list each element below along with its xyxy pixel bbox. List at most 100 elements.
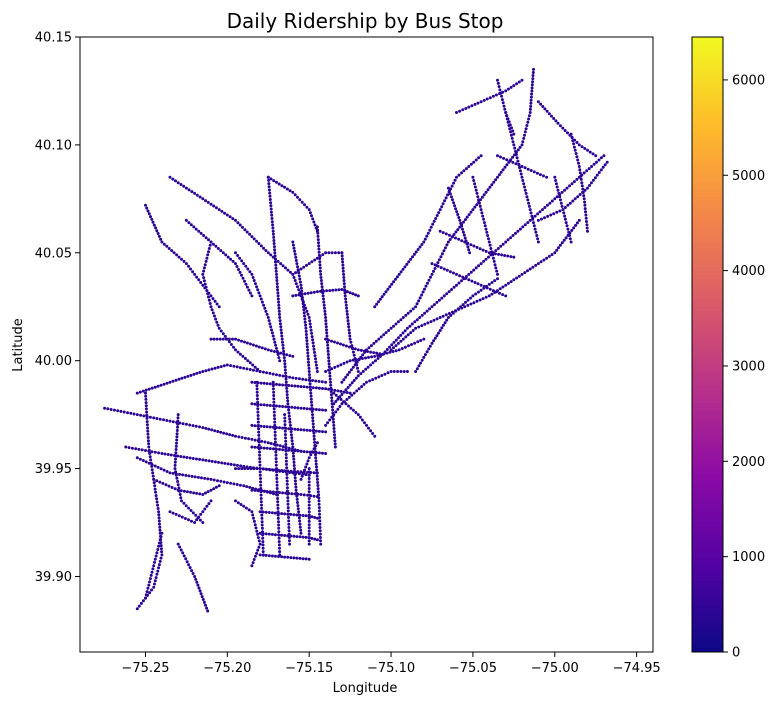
bus-stop-point (510, 136, 514, 140)
bus-stop-point (536, 240, 540, 244)
bus-stop-point (573, 197, 577, 201)
bus-stop-point (309, 471, 313, 474)
bus-stop-point (423, 322, 427, 326)
bus-stop-point (331, 417, 335, 421)
bus-stop-point (554, 179, 558, 182)
bus-stop-point (197, 586, 201, 590)
bus-stop-point (298, 556, 302, 560)
bus-stop-point (144, 593, 148, 597)
bus-stop-point (347, 345, 351, 349)
bus-stop-point (232, 463, 236, 467)
bus-stop-point (264, 249, 268, 252)
bus-stop-point (305, 407, 309, 411)
bus-stop-point (338, 405, 342, 408)
bus-stop-point (275, 477, 279, 480)
bus-stop-point (250, 294, 254, 298)
bus-stop-point (147, 212, 151, 216)
bus-stop-point (297, 274, 301, 278)
bus-stop-point (322, 289, 325, 293)
bus-stop-point (560, 190, 564, 194)
bus-stop-point (334, 393, 338, 397)
bus-stop-point (557, 191, 561, 195)
bus-stop-point (256, 536, 260, 540)
bus-stop-point (293, 469, 296, 473)
bus-stop-point (352, 379, 356, 382)
bus-stop-point (462, 220, 465, 224)
bus-stop-point (343, 288, 347, 292)
bus-stop-point (414, 250, 418, 254)
bus-stop-point (342, 400, 346, 404)
bus-stop-point (487, 237, 490, 241)
bus-stop-point (487, 294, 491, 298)
bus-stop-point (268, 371, 272, 375)
bus-stop-point (439, 266, 443, 270)
bus-stop-point (197, 278, 201, 282)
bus-stop-point (275, 447, 278, 451)
bus-stop-point (332, 427, 336, 430)
bus-stop-point (269, 177, 273, 181)
bus-stop-point (330, 415, 334, 419)
bus-stop-point (336, 389, 340, 393)
bus-stop-point (160, 550, 164, 554)
bus-stop-point (155, 551, 159, 555)
bus-stop-point (286, 268, 290, 272)
bus-stop-point (278, 426, 281, 430)
bus-stop-point (586, 148, 589, 152)
bus-stop-point (357, 358, 361, 362)
bus-stop-point (275, 180, 278, 184)
bus-stop-point (454, 236, 457, 240)
bus-stop-point (281, 264, 285, 268)
bus-stop-point (152, 416, 156, 420)
bus-stop-point (351, 365, 355, 369)
bus-stop-point (509, 236, 513, 240)
bus-stop-point (529, 98, 533, 102)
bus-stop-point (270, 554, 274, 558)
bus-stop-point (312, 471, 316, 475)
bus-stop-point (375, 351, 379, 355)
bus-stop-point (318, 263, 322, 267)
bus-stop-point (260, 513, 264, 517)
bus-stop-point (321, 294, 325, 298)
bus-stop-point (317, 250, 321, 254)
bus-stop-point (309, 397, 313, 401)
bus-stop-point (182, 184, 186, 188)
bus-stop-point (267, 467, 271, 471)
bus-stop-point (364, 356, 367, 360)
bus-stop-point (250, 272, 254, 276)
bus-stop-point (451, 311, 455, 315)
bus-stop-point (328, 371, 332, 375)
bus-stop-point (526, 198, 530, 202)
bus-stop-point (286, 399, 290, 403)
bus-stop-point (215, 320, 219, 324)
bus-stop-point (329, 380, 332, 384)
bus-stop-point (307, 526, 311, 530)
bus-stop-point (216, 247, 220, 250)
bus-stop-point (319, 279, 323, 282)
bus-stop-point (135, 607, 139, 611)
bus-stop-point (235, 365, 239, 369)
bus-stop-point (288, 542, 292, 546)
bus-stop-point (440, 205, 444, 209)
bus-stop-point (288, 417, 292, 421)
bus-stop-point (253, 365, 257, 369)
bus-stop-point (304, 333, 308, 336)
bus-stop-point (277, 533, 280, 537)
bus-stop-point (467, 213, 471, 217)
bus-stop-point (284, 459, 288, 463)
bus-stop-point (265, 490, 269, 493)
bus-stop-point (457, 173, 461, 177)
bus-stop-point (261, 532, 265, 536)
bus-stop-point (178, 545, 182, 549)
bus-stop-point (154, 554, 158, 558)
bus-stop-point (177, 255, 181, 259)
bus-stop-point (153, 560, 156, 564)
bus-stop-point (165, 470, 169, 473)
bus-stop-point (565, 186, 569, 190)
bus-stop-point (427, 278, 431, 282)
bus-stop-point (440, 252, 444, 256)
bus-stop-point (170, 249, 174, 253)
bus-stop-point (285, 396, 289, 400)
bus-stop-point (444, 232, 448, 236)
bus-stop-point (341, 260, 345, 264)
